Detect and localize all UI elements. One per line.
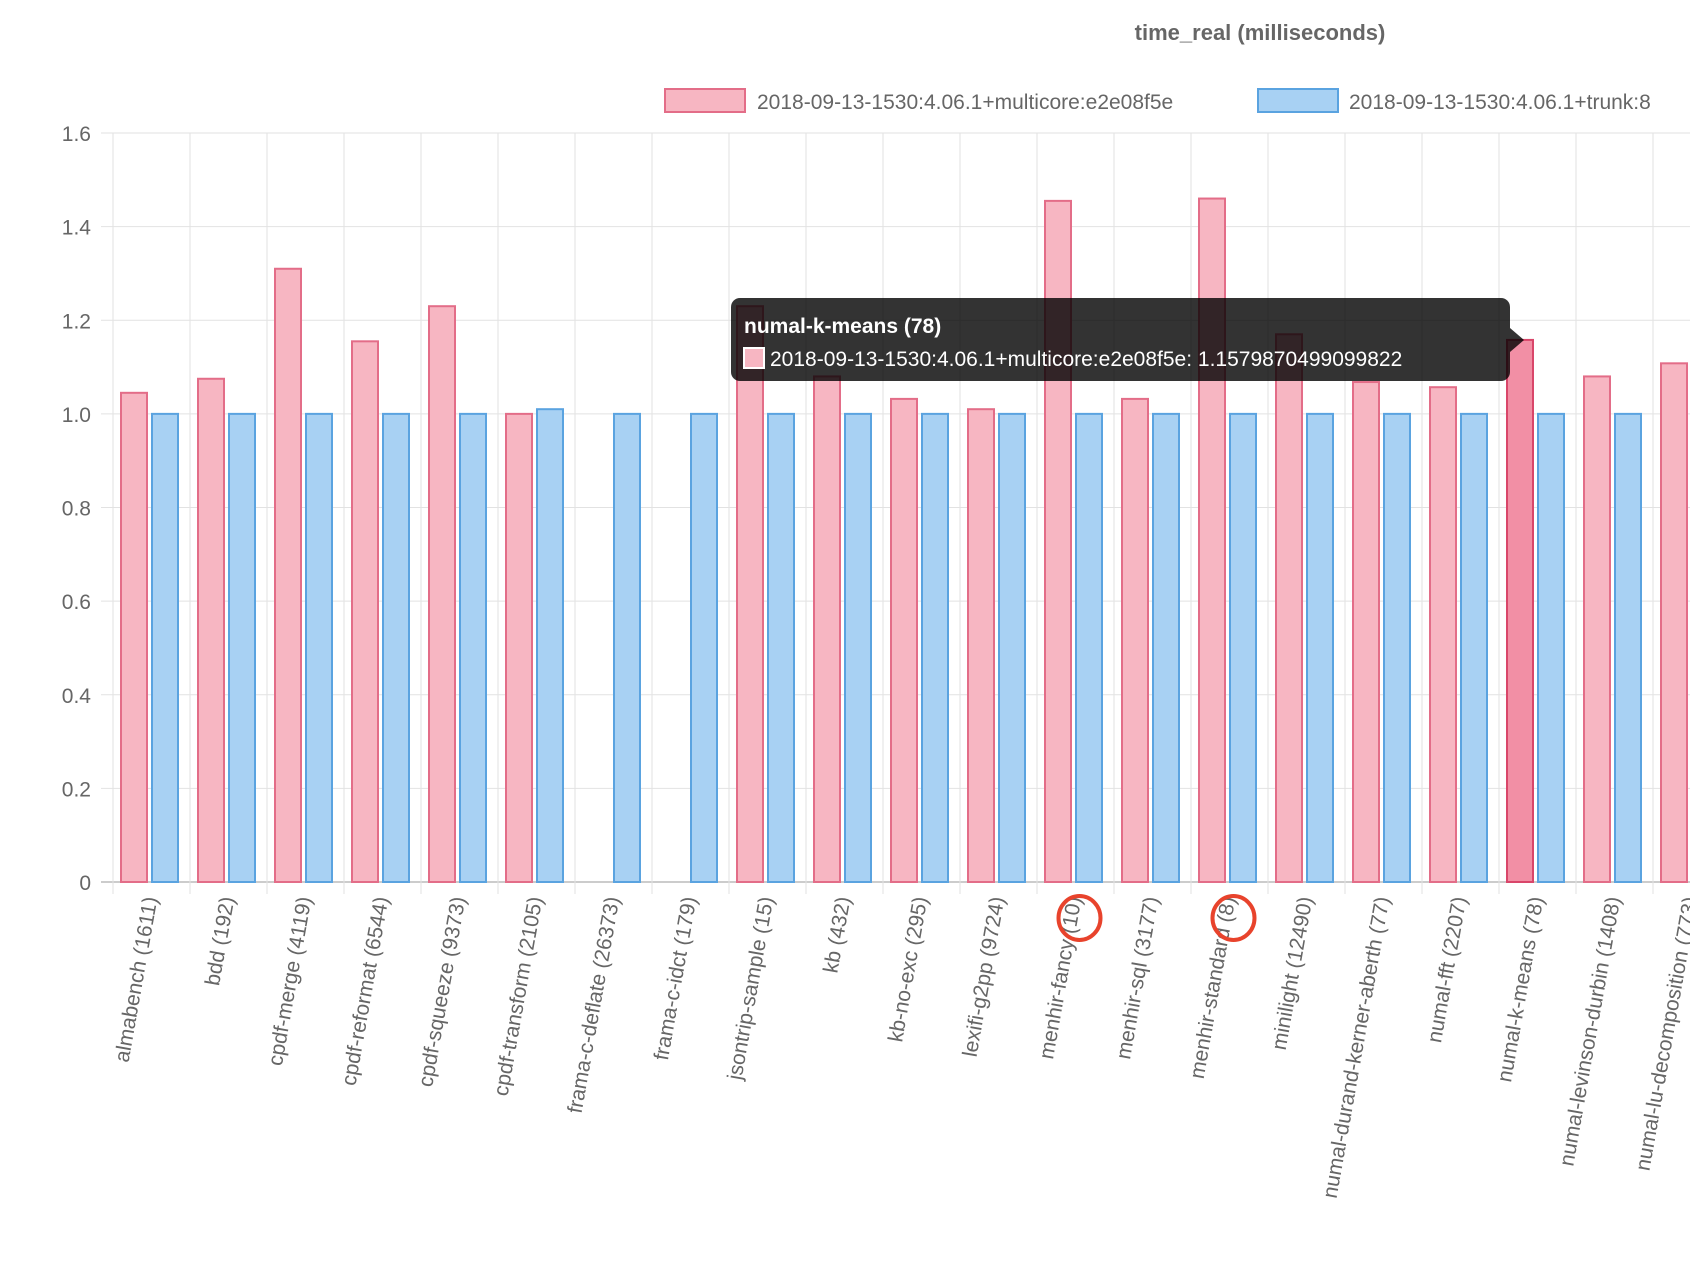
bar-series-2 [151, 412, 179, 883]
x-tick-label: cpdf-reformat (6544) [338, 895, 394, 1088]
legend: 2018-09-13-1530:4.06.1+multicore:e2e08f5… [664, 88, 1651, 114]
legend-swatch-1 [664, 88, 746, 113]
x-tick-label: kb-no-exc (295) [884, 895, 932, 1044]
bar-series-2 [382, 412, 410, 883]
y-tick-label: 0 [79, 872, 91, 895]
bar-series-2 [1152, 412, 1180, 883]
y-tick-label: 0.2 [62, 778, 91, 801]
legend-label-2: 2018-09-13-1530:4.06.1+trunk:8 [1349, 91, 1651, 114]
bar-series-2 [613, 412, 641, 883]
bar-series-1 [1275, 333, 1303, 883]
bar-series-1 [1583, 375, 1611, 883]
bar-series-1 [274, 267, 302, 884]
tooltip-title: numal-k-means (78) [744, 315, 941, 338]
x-tick-label: cpdf-merge (4119) [264, 895, 316, 1068]
x-tick-label: numal-durand-kerner-aberth (77) [1319, 895, 1395, 1200]
x-tick-label: numal-k-means (78) [1493, 895, 1548, 1084]
y-tick-label: 0.4 [62, 685, 92, 708]
tooltip-swatch [743, 347, 765, 369]
bar-series-1 [120, 391, 148, 883]
x-tick-label: jsontrip-sample (15) [723, 895, 778, 1083]
bar-series-2 [459, 412, 487, 883]
x-tick-label: cpdf-transform (2105) [490, 895, 548, 1098]
x-tick-label: frama-c-idct (179) [650, 895, 701, 1062]
circle-annotation [1056, 894, 1103, 942]
x-tick-label: numal-levinson-durbin (1408) [1555, 895, 1625, 1168]
y-tick-label: 1.4 [62, 217, 92, 240]
bar-series-1 [1121, 397, 1149, 883]
legend-swatch-2 [1257, 88, 1339, 113]
circle-annotation [1210, 894, 1257, 942]
bar-series-1 [813, 375, 841, 883]
bar-series-1 [967, 408, 995, 883]
bar-series-1 [1352, 381, 1380, 883]
bar-series-2 [305, 412, 333, 883]
tooltip: numal-k-means (78) 2018-09-13-1530:4.06.1… [731, 298, 1524, 381]
legend-label-1: 2018-09-13-1530:4.06.1+multicore:e2e08f5… [757, 91, 1173, 114]
bar-series-2 [690, 412, 718, 883]
y-tick-label: 0.6 [62, 591, 91, 614]
bar-series-1 [736, 305, 764, 883]
x-tick-label: bdd (192) [201, 895, 239, 988]
bar-series-2 [1383, 412, 1411, 883]
bar-series-2 [1460, 412, 1488, 883]
bar-series-1 [1506, 338, 1534, 883]
x-tick-label: minilight (12490) [1268, 895, 1318, 1052]
bar-series-1 [505, 412, 533, 883]
tooltip-caret [1510, 328, 1524, 352]
tooltip-box [731, 298, 1510, 381]
x-tick-label: lexifi-g2pp (9724) [959, 895, 1010, 1059]
bar-series-2 [1614, 412, 1642, 883]
bar-series-2 [536, 408, 564, 883]
bar-series-2 [767, 412, 795, 883]
y-tick-label: 0.8 [62, 498, 91, 521]
bar-series-2 [1229, 412, 1257, 883]
x-tick-label: kb (432) [819, 895, 855, 975]
bar-series-1 [1660, 362, 1688, 883]
bar-series-1 [1429, 386, 1457, 883]
tooltip-line: 2018-09-13-1530:4.06.1+multicore:e2e08f5… [770, 348, 1402, 371]
bar-series-1 [351, 340, 379, 883]
x-tick-label: menhir-sql (3177) [1112, 895, 1163, 1061]
bar-series-2 [921, 412, 949, 883]
bar-series-2 [228, 412, 256, 883]
annotations [1056, 894, 1257, 942]
x-tick-label: numal-fft (2207) [1423, 895, 1471, 1045]
bar-series-2 [998, 412, 1026, 883]
y-tick-label: 1.6 [62, 123, 91, 146]
x-tick-label: frama-c-deflate (26373) [564, 895, 625, 1115]
bar-series-2 [1075, 412, 1103, 883]
bar-series-2 [1537, 412, 1565, 883]
y-tick-label: 1.0 [62, 404, 91, 427]
x-tick-label: almabench (1611) [111, 895, 163, 1064]
bar-series-2 [1306, 412, 1334, 883]
bar-series-1 [197, 377, 225, 883]
x-tick-label: menhir-fancy (10) [1035, 895, 1086, 1061]
bar-series-1 [428, 305, 456, 883]
chart-title: time_real (milliseconds) [1135, 20, 1386, 45]
x-tick-label: numal-lu-decomposition (773) [1632, 895, 1690, 1173]
bar-series-2 [844, 412, 872, 883]
y-tick-label: 1.2 [62, 310, 91, 333]
x-tick-label: cpdf-squeeze (9373) [414, 895, 470, 1089]
bar-series-1 [890, 397, 918, 883]
